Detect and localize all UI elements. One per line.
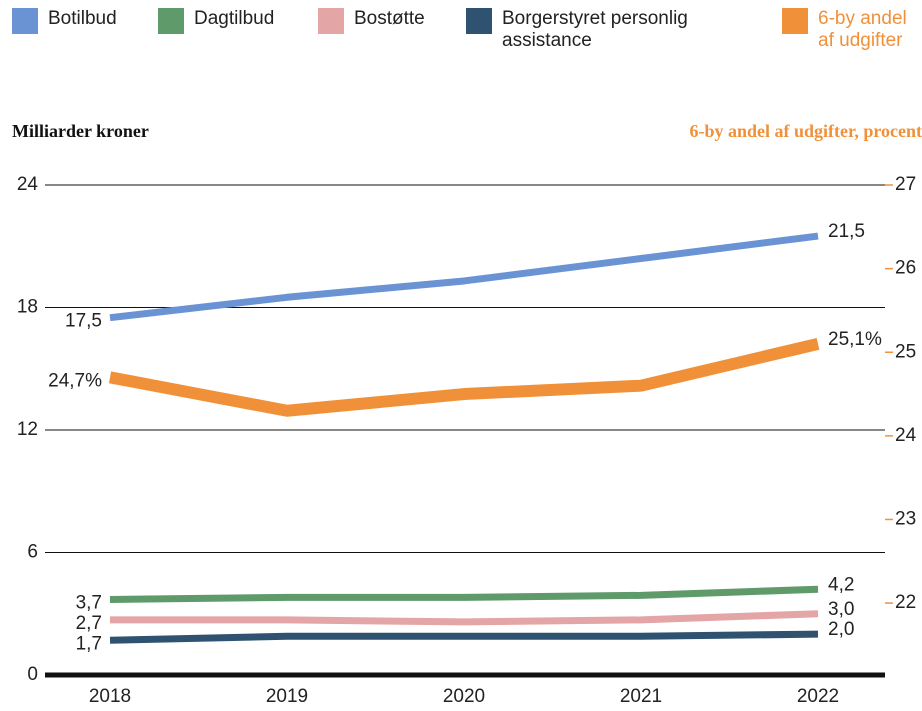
y2-tick-label: 22 [895,592,916,613]
y-tick-label: 0 [27,664,38,685]
legend-label: Botilbud [48,8,117,29]
legend-swatch [158,8,184,34]
legend-item: Bostøtte [318,8,458,34]
data-label: 25,1% [828,329,882,350]
data-label: 17,5 [65,311,102,332]
legend-swatch [318,8,344,34]
y2-tick-label: 26 [895,258,916,279]
x-tick-label: 2018 [89,686,131,707]
y-tick-label: 6 [27,542,38,563]
legend-swatch [12,8,38,34]
legend-label: Borgerstyret personlig assistance [502,8,688,51]
y2-tick-label: 24 [895,425,917,446]
series-line [110,610,819,626]
data-label: 24,7% [48,370,102,391]
series-line [109,585,819,603]
y2-axis-title: 6-by andel af udgifter, procent [689,121,922,141]
series-line [109,630,819,644]
legend-item: 6-by andel af udgifter [782,8,922,52]
legend-item: Botilbud [12,8,142,34]
legend-swatch [466,8,492,34]
data-label: 3,0 [828,599,854,620]
y2-tick-label: 23 [895,508,916,529]
y-tick-label: 18 [17,297,38,318]
series-line [108,338,820,417]
x-tick-label: 2021 [620,686,662,707]
legend-item: Dagtilbud [158,8,308,34]
y-axis-title: Milliarder kroner [12,121,149,141]
legend-swatch [782,8,808,34]
legend-label: Dagtilbud [194,8,275,29]
y-tick-label: 12 [17,419,38,440]
legend-label: Bostøtte [354,8,425,29]
data-label: 4,2 [828,574,854,595]
legend-item: Borgerstyret personlig assistance [466,8,756,52]
data-label: 21,5 [828,221,865,242]
x-tick-label: 2020 [443,686,485,707]
data-label: 2,7 [76,613,102,634]
x-tick-label: 2019 [266,686,308,707]
legend-label: 6-by andel af udgifter [818,8,907,51]
y2-tick-label: 25 [895,341,916,362]
data-label: 3,7 [76,592,102,613]
x-tick-label: 2022 [797,686,839,707]
series-line [109,232,819,322]
data-label: 2,0 [828,619,854,640]
data-label: 1,7 [76,633,102,654]
y-tick-label: 24 [17,174,39,195]
y2-tick-label: 27 [895,174,916,195]
